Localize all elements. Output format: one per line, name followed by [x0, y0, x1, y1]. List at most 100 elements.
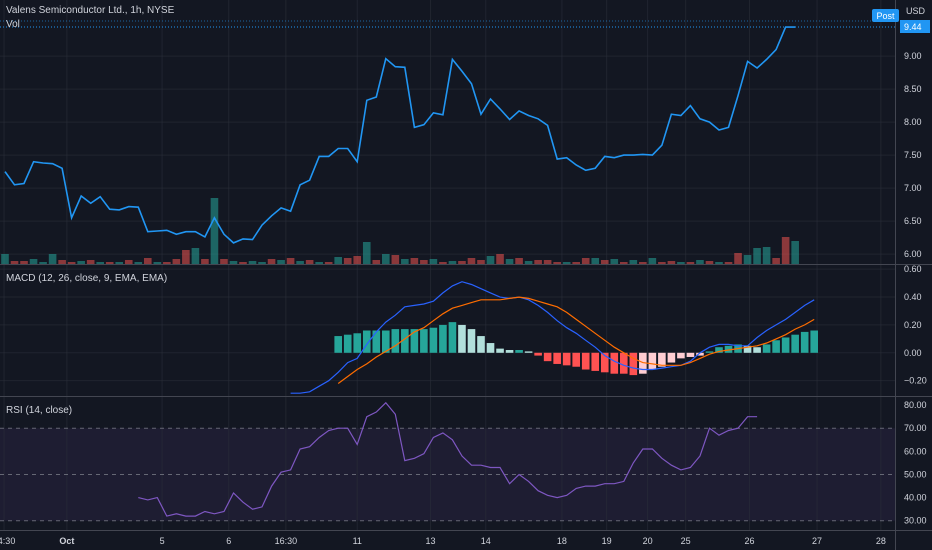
- volume-bar: [591, 258, 600, 264]
- volume-bar: [581, 258, 590, 264]
- macd-line: [290, 281, 815, 394]
- volume-bar: [229, 261, 238, 264]
- volume-bar: [267, 259, 276, 264]
- macd-histogram-bar: [743, 345, 752, 353]
- volume-bar: [543, 260, 552, 264]
- volume-bar: [362, 242, 371, 264]
- macd-histogram-bar: [382, 330, 390, 353]
- macd-histogram-bar: [439, 324, 447, 353]
- macd-histogram: [334, 322, 818, 376]
- price-tick-label: 6.00: [904, 249, 922, 259]
- macd-histogram-bar: [600, 352, 609, 373]
- volume-bars: [1, 198, 799, 264]
- time-tick-label: 16:30: [275, 536, 298, 546]
- macd-histogram-bar: [648, 352, 657, 370]
- volume-bar: [296, 261, 304, 264]
- price-tick-label: 7.00: [904, 183, 922, 193]
- macd-pane[interactable]: MACD (12, 26, close, 9, EMA, EMA): [0, 265, 895, 396]
- price-axis[interactable]: 6.00 6.50 7.00 7.50 8.00 8.50 9.00 −0.20 0.00 0.2…: [904, 51, 927, 526]
- volume-bar: [372, 260, 381, 264]
- last-price-text: 9.44: [904, 22, 922, 32]
- rsi-title: RSI (14, close): [6, 405, 72, 416]
- macd-histogram-bar: [372, 330, 381, 353]
- time-tick-label: 11: [353, 536, 362, 546]
- volume-bar: [305, 260, 314, 264]
- volume-bar: [1, 254, 9, 264]
- volume-bar: [163, 262, 171, 264]
- macd-tick-label: 0.20: [904, 320, 922, 330]
- volume-bar: [458, 261, 466, 264]
- macd-histogram-bar: [448, 322, 457, 353]
- price-series-line: [4, 26, 796, 244]
- volume-bar: [343, 258, 352, 264]
- macd-histogram-bar: [686, 352, 695, 357]
- macd-histogram-bar: [496, 348, 504, 353]
- volume-bar: [562, 262, 571, 264]
- macd-grid: [0, 265, 895, 396]
- volume-bar: [182, 250, 190, 264]
- time-tick-label: 26: [744, 536, 754, 546]
- rsi-series-line: [138, 401, 758, 517]
- macd-tick-label: −0.20: [904, 376, 927, 386]
- macd-histogram-bar: [353, 333, 362, 353]
- post-badge: Post: [872, 9, 899, 22]
- time-tick-label: 19: [602, 536, 612, 546]
- macd-tick-label: 0.60: [904, 264, 922, 274]
- macd-histogram-bar: [486, 343, 495, 353]
- time-tick-label: 27: [812, 536, 822, 546]
- macd-histogram-bar: [515, 350, 523, 353]
- macd-histogram-bar: [553, 352, 561, 364]
- volume-bar: [791, 241, 799, 264]
- price-tick-label: 7.50: [904, 150, 922, 160]
- volume-bar: [515, 258, 523, 264]
- rsi-pane[interactable]: RSI (14, close): [0, 397, 895, 530]
- macd-tick-label: 0.00: [904, 348, 922, 358]
- volume-bar: [600, 260, 609, 264]
- volume-bar: [439, 262, 447, 264]
- volume-bar: [258, 262, 266, 264]
- macd-histogram-bar: [591, 352, 600, 371]
- volume-bar: [153, 262, 162, 264]
- volume-bar: [743, 255, 752, 264]
- time-axis[interactable]: 14:30 Oct 5 6 16:30 11 13 14 18 19 20 25 26 27 28: [0, 536, 886, 546]
- volume-bar: [67, 262, 76, 264]
- volume-bar: [48, 254, 57, 264]
- price-tick-label: 9.00: [904, 51, 922, 61]
- volume-bar: [753, 248, 761, 264]
- macd-histogram-bar: [677, 352, 685, 359]
- macd-histogram-bar: [800, 331, 809, 353]
- macd-histogram-bar: [658, 352, 666, 367]
- macd-histogram-bar: [534, 352, 542, 356]
- price-pane[interactable]: Valens Semiconductor Ltd., 1h, NYSE Vol: [0, 0, 895, 264]
- price-line: [4, 26, 796, 244]
- volume-bar: [572, 262, 580, 264]
- volume-bar: [667, 261, 676, 264]
- macd-histogram-bar: [705, 351, 714, 353]
- volume-bar: [29, 259, 38, 264]
- volume-bar: [410, 258, 419, 264]
- price-tick-label: 8.50: [904, 84, 922, 94]
- macd-histogram-bar: [401, 329, 409, 353]
- price-grid: [0, 0, 895, 264]
- volume-bar: [620, 262, 628, 264]
- volume-bar: [220, 259, 228, 264]
- volume-bar: [429, 259, 438, 264]
- symbol-title: Valens Semiconductor Ltd., 1h, NYSE: [6, 5, 175, 16]
- volume-bar: [401, 259, 409, 264]
- macd-histogram-bar: [791, 334, 799, 353]
- volume-bar: [610, 259, 619, 264]
- volume-bar: [724, 262, 733, 264]
- macd-histogram-bar: [420, 329, 428, 353]
- rsi-line: [138, 401, 758, 517]
- macd-histogram-bar: [572, 352, 580, 367]
- volume-bar: [39, 262, 47, 264]
- macd-histogram-bar: [772, 340, 780, 353]
- volume-bar: [134, 262, 143, 264]
- volume-bar: [172, 259, 181, 264]
- volume-bar: [420, 260, 428, 264]
- macd-histogram-bar: [543, 352, 552, 362]
- time-tick-label: 13: [426, 536, 436, 546]
- volume-bar: [286, 258, 295, 264]
- macd-histogram-bar: [362, 330, 371, 353]
